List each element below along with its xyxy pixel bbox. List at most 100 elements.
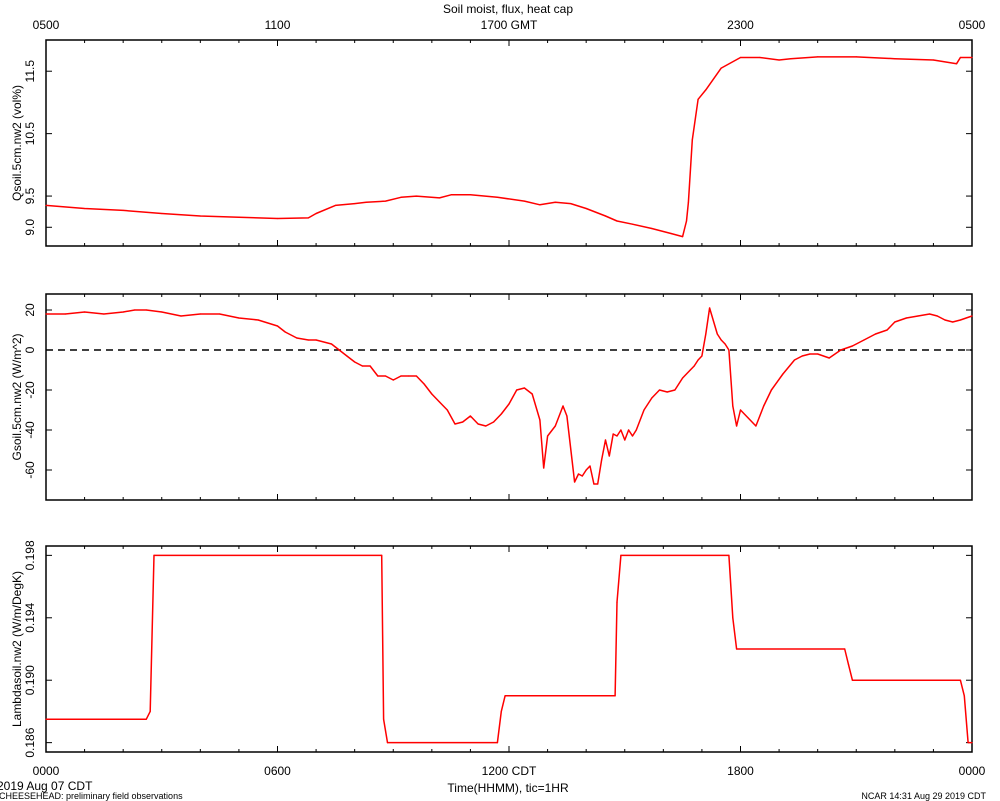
data-point	[952, 321, 954, 323]
bottom-tick-label: 1800	[727, 764, 754, 778]
data-point	[354, 202, 356, 205]
y-tick-label: 0.198	[23, 540, 37, 570]
data-point	[932, 59, 935, 61]
data-point	[384, 200, 387, 202]
data-point	[307, 339, 309, 341]
data-point	[276, 325, 279, 327]
data-point	[423, 383, 425, 385]
data-point	[585, 207, 587, 210]
panels: 9.0 9.5 10.5 11.5 Qsoil.5cm.nw2 (vol%) 20 0 -20…	[10, 18, 986, 778]
data-point	[566, 415, 568, 417]
data-point	[400, 375, 402, 377]
top-tick-label: 0500	[33, 18, 60, 32]
data-point	[724, 343, 726, 345]
data-point	[855, 56, 857, 58]
data-point	[153, 554, 155, 556]
data-point	[894, 321, 896, 323]
data-point	[539, 419, 541, 421]
data-point	[817, 56, 819, 58]
data-point	[122, 209, 124, 212]
data-point	[697, 359, 699, 361]
data-point	[597, 483, 599, 485]
data-point	[801, 355, 803, 357]
data-point	[705, 333, 707, 335]
data-point	[145, 309, 147, 311]
data-point	[45, 718, 47, 720]
data-point	[790, 58, 792, 60]
data-point	[562, 405, 564, 407]
data-point	[492, 421, 495, 423]
data-point	[431, 393, 433, 395]
data-point	[840, 349, 842, 351]
data-point	[828, 357, 830, 359]
data-point	[219, 313, 221, 315]
data-point	[620, 429, 622, 431]
y-tick-label: 11.5	[23, 60, 37, 83]
data-point	[307, 217, 309, 219]
data-point	[589, 465, 591, 467]
top-axis: 0500 1100 1700 GMT 2300 0500	[33, 18, 986, 32]
data-point	[485, 425, 487, 427]
data-point	[674, 389, 676, 391]
data-point	[392, 379, 394, 381]
data-point	[959, 319, 962, 321]
x-axis-label: Time(HHMM), tic=1HR	[447, 781, 569, 795]
data-point	[705, 89, 707, 91]
data-point	[844, 648, 846, 650]
data-point	[817, 353, 819, 355]
data-point	[732, 405, 734, 407]
data-point	[697, 98, 699, 100]
data-point	[134, 309, 136, 311]
data-point	[863, 339, 865, 341]
data-point	[778, 59, 780, 61]
data-point	[238, 216, 240, 218]
data-point	[381, 554, 383, 556]
data-point	[658, 389, 661, 391]
data-point	[45, 204, 47, 207]
data-point	[83, 311, 86, 313]
data-point	[365, 201, 367, 203]
data-point	[284, 331, 286, 333]
y-axis-label: Qsoil.5cm.nw2 (vol%)	[10, 85, 24, 201]
data-point	[720, 67, 722, 69]
data-point	[666, 391, 668, 393]
data-point	[732, 617, 734, 619]
data-point	[573, 481, 576, 483]
y-tick-label: -60	[23, 461, 37, 479]
bottom-tick-label: 0600	[264, 764, 291, 778]
data-point	[369, 365, 371, 367]
top-tick-label: 1700 GMT	[481, 18, 538, 32]
data-point	[257, 319, 259, 321]
data-point	[330, 343, 333, 345]
data-point	[944, 319, 946, 321]
data-point	[415, 195, 417, 197]
footer-stamp: NCAR 14:31 Aug 29 2019 CDT	[861, 791, 986, 801]
data-point	[651, 397, 653, 399]
data-point	[346, 355, 348, 357]
data-point	[612, 433, 614, 435]
data-point	[477, 423, 479, 425]
data-point	[917, 315, 919, 317]
data-point	[400, 196, 402, 198]
y-tick-label: 0	[23, 346, 37, 353]
y-tick-label: 9.0	[23, 219, 37, 236]
data-point	[415, 375, 417, 377]
data-point	[793, 359, 796, 361]
data-point	[682, 377, 684, 379]
data-point	[682, 236, 684, 238]
data-point	[739, 56, 742, 59]
data-point	[689, 369, 691, 371]
data-point	[446, 409, 448, 411]
data-point	[504, 695, 506, 697]
data-point	[377, 375, 379, 377]
data-point	[238, 317, 240, 319]
data-point	[45, 313, 47, 315]
data-point	[199, 313, 201, 315]
data-point	[720, 339, 722, 341]
data-point	[620, 554, 622, 556]
data-point	[971, 742, 973, 744]
data-point	[469, 194, 472, 196]
data-point	[963, 695, 965, 697]
